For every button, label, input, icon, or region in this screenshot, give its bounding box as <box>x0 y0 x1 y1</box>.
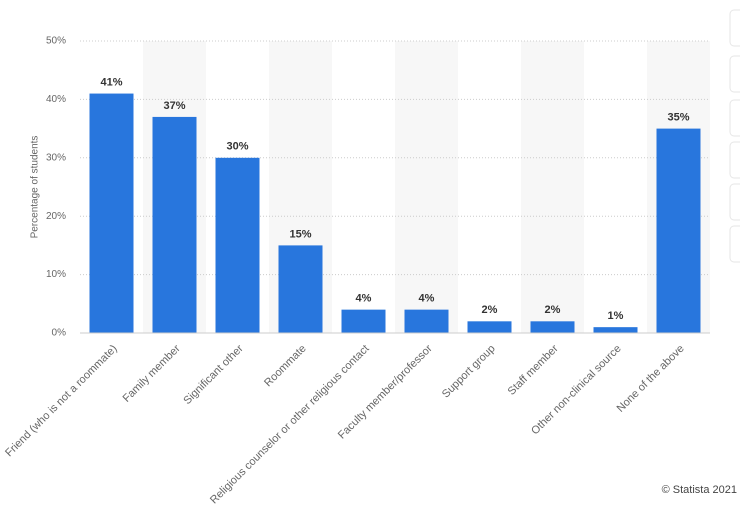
bar <box>467 321 512 333</box>
bar <box>152 116 197 333</box>
value-label: 4% <box>356 293 372 305</box>
y-tick-label: 50% <box>46 36 66 47</box>
y-tick-label: 10% <box>46 269 66 280</box>
value-label: 1% <box>608 310 624 322</box>
band-stripe <box>521 41 584 333</box>
y-axis-title: Percentage of students <box>30 136 41 239</box>
bar <box>593 327 638 333</box>
toolbar <box>729 9 740 263</box>
credit: © Statista 2021 <box>662 484 737 496</box>
bar <box>404 309 449 333</box>
value-label: 4% <box>419 293 435 305</box>
bar <box>278 245 323 333</box>
value-label: 35% <box>667 112 689 124</box>
value-label: 2% <box>482 304 498 316</box>
band-stripe <box>395 41 458 333</box>
value-label: 41% <box>100 76 122 88</box>
value-label: 37% <box>163 100 185 112</box>
y-tick-label: 0% <box>52 328 67 339</box>
bar <box>341 309 386 333</box>
y-tick-label: 20% <box>46 211 66 222</box>
bar <box>530 321 575 333</box>
value-label: 2% <box>545 304 561 316</box>
y-tick-label: 30% <box>46 152 66 163</box>
value-label: 15% <box>289 228 311 240</box>
bar <box>89 93 134 333</box>
bar <box>215 157 260 333</box>
value-label: 30% <box>226 141 248 153</box>
bar <box>656 128 701 333</box>
y-tick-label: 40% <box>46 94 66 105</box>
